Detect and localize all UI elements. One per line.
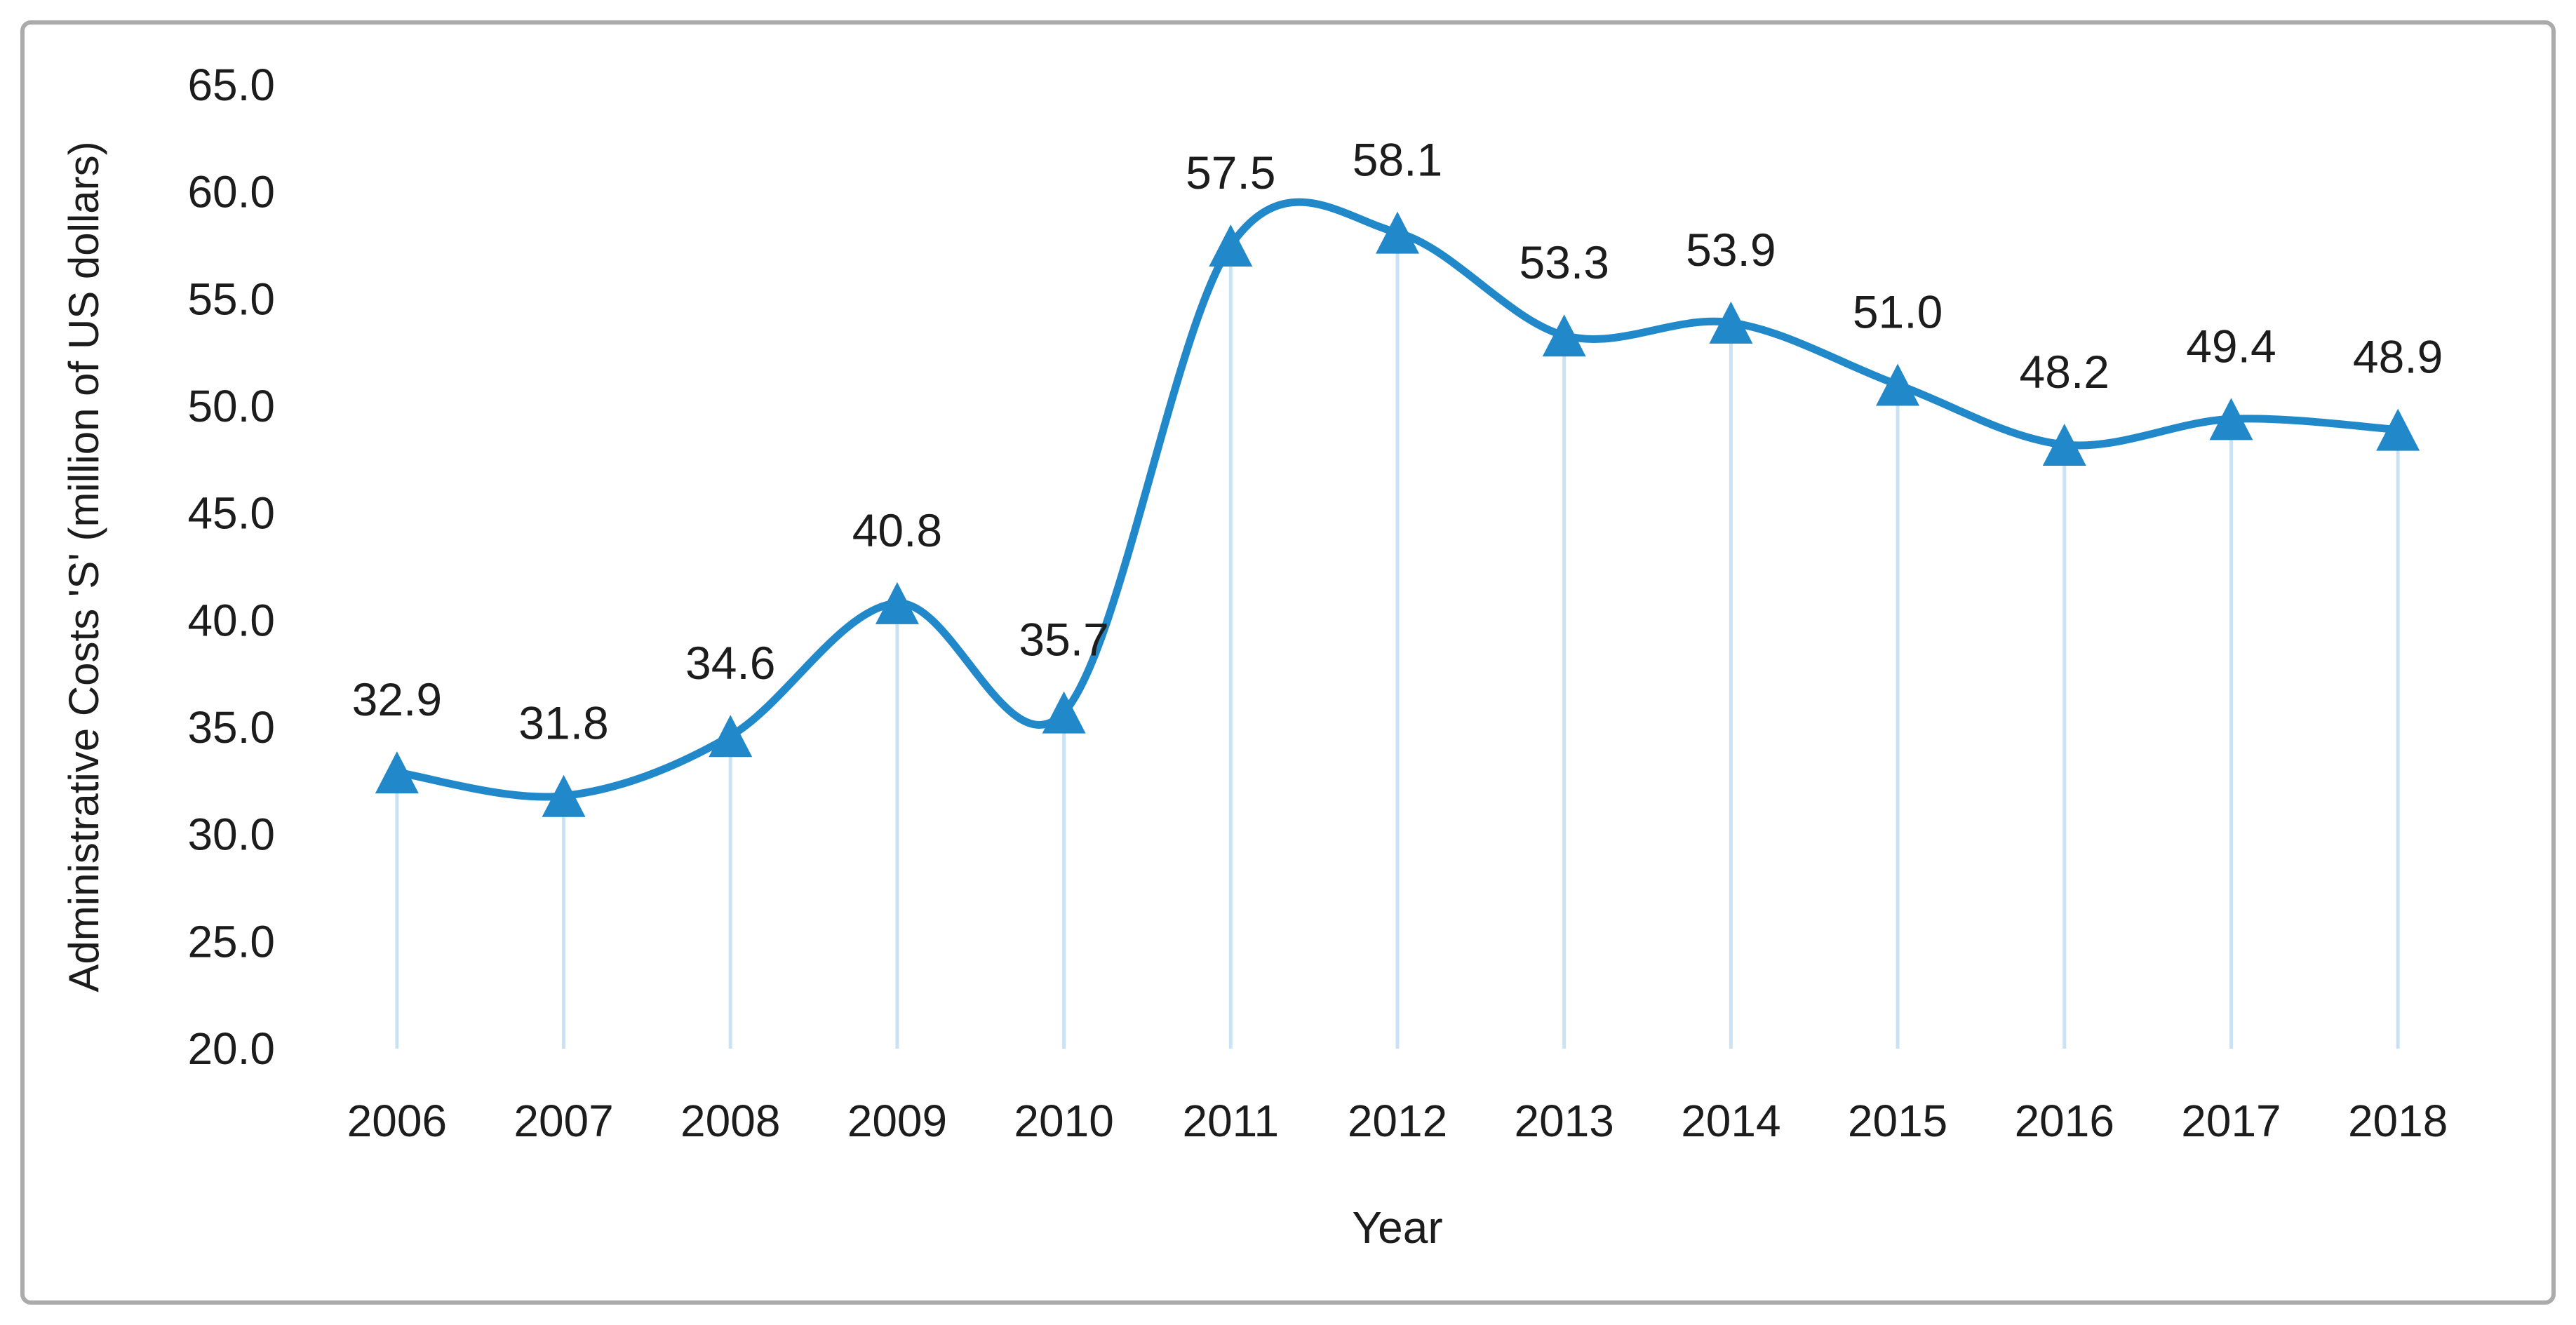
data-point-marker <box>875 581 919 624</box>
x-tick-label: 2008 <box>680 1096 780 1146</box>
y-tick-label: 25.0 <box>187 916 275 967</box>
y-axis-title: Administrative Costs 'S' (million of US … <box>60 141 107 992</box>
data-point-marker <box>2042 423 2086 466</box>
data-label: 34.6 <box>685 637 775 689</box>
x-tick-label: 2018 <box>2348 1096 2448 1146</box>
data-point-marker <box>375 751 419 794</box>
x-tick-label: 2009 <box>847 1096 947 1146</box>
data-labels-group: 32.9 31.8 34.6 40.8 35.7 57.5 58.1 53.3 53.9 51.0… <box>352 134 2443 749</box>
data-label: 31.8 <box>518 697 608 749</box>
series-group <box>393 198 2402 801</box>
data-point-marker <box>1709 301 1753 344</box>
y-tick-label: 45.0 <box>187 488 275 539</box>
y-tick-label: 50.0 <box>187 381 275 431</box>
y-axis-tick-labels: 20.0 25.0 30.0 35.0 40.0 45.0 50.0 55.0 60.0 65.0 <box>187 60 275 1074</box>
data-label: 48.2 <box>2020 346 2109 398</box>
data-point-marker <box>709 715 753 758</box>
x-tick-label: 2017 <box>2181 1096 2281 1146</box>
markers-group <box>375 211 2420 817</box>
x-tick-label: 2011 <box>1182 1096 1279 1146</box>
data-point-marker <box>2209 398 2253 440</box>
data-label: 35.7 <box>1019 614 1108 666</box>
data-label: 58.1 <box>1353 134 1442 186</box>
y-tick-label: 20.0 <box>187 1023 275 1074</box>
x-tick-label: 2007 <box>514 1096 613 1146</box>
x-axis-title: Year <box>1352 1202 1442 1253</box>
data-point-marker <box>1542 314 1586 357</box>
y-tick-label: 35.0 <box>187 702 275 753</box>
data-point-marker <box>2376 408 2420 451</box>
data-label: 57.5 <box>1186 147 1275 199</box>
x-tick-label: 2012 <box>1348 1096 1447 1146</box>
y-tick-label: 55.0 <box>187 274 275 324</box>
y-tick-label: 60.0 <box>187 167 275 217</box>
data-point-marker <box>1376 211 1419 254</box>
drop-lines-group <box>395 232 2400 1049</box>
chart-frame-border <box>20 20 2556 1305</box>
x-tick-label: 2014 <box>1681 1096 1780 1146</box>
data-label: 40.8 <box>852 504 942 556</box>
data-label: 53.3 <box>1519 236 1609 288</box>
x-tick-label: 2013 <box>1515 1096 1614 1146</box>
y-tick-label: 65.0 <box>187 60 275 110</box>
y-tick-label: 40.0 <box>187 595 275 645</box>
data-label: 49.4 <box>2186 320 2276 372</box>
data-point-marker <box>1042 691 1086 734</box>
x-tick-label: 2006 <box>347 1096 447 1146</box>
y-tick-label: 30.0 <box>187 809 275 860</box>
x-axis-tick-labels: 2006 2007 2008 2009 2010 2011 2012 2013 2014 2015… <box>347 1096 2448 1146</box>
x-tick-label: 2010 <box>1014 1096 1113 1146</box>
data-point-marker <box>1209 224 1253 267</box>
data-label: 32.9 <box>352 673 442 725</box>
data-label: 48.9 <box>2353 331 2443 383</box>
data-label: 51.0 <box>1853 285 1943 337</box>
x-tick-label: 2015 <box>1848 1096 1947 1146</box>
data-point-marker <box>542 774 586 817</box>
data-label: 53.9 <box>1686 224 1776 276</box>
data-point-marker <box>1876 363 1920 406</box>
series-line <box>393 198 2402 801</box>
x-tick-label: 2016 <box>2015 1096 2114 1146</box>
